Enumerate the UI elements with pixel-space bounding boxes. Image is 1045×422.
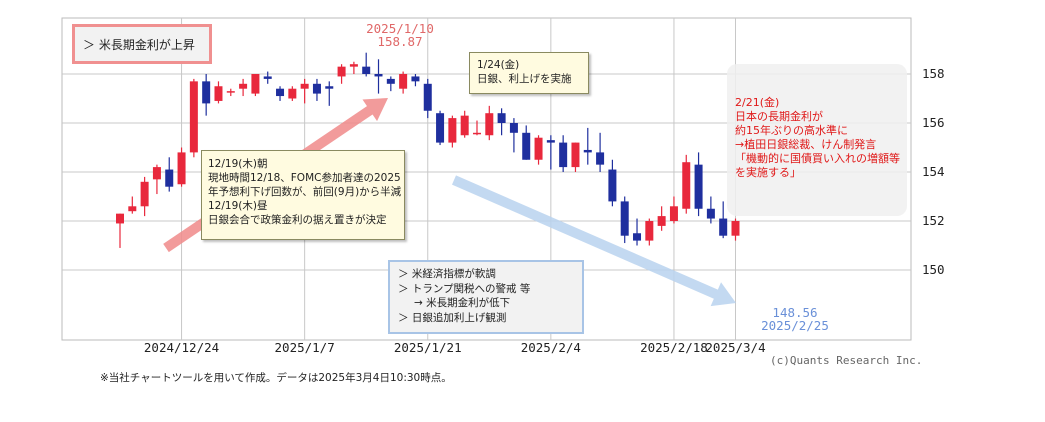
callout-line: 現地時間12/18、FOMC参加者達の2025 [208,172,401,184]
candle-body [669,206,678,221]
candle-body [152,167,161,180]
candle-body [546,140,555,143]
candle-body [682,162,691,209]
candle-body [165,169,174,187]
candle-body [116,213,124,224]
x-axis: 2024/12/24 2025/1/7 2025/1/21 2025/2/4 2025/… [144,340,766,355]
candle-body [719,218,728,236]
note-line: 「機動的に国債買い入れの増額等 [735,152,900,165]
y-tick-label: 158 [922,66,945,81]
candle-body [694,164,703,209]
low-date-label: 2025/2/25 [761,318,829,333]
candle-body [337,66,346,77]
candle-body [620,201,629,236]
note-line: 約15年ぶりの高水準に [735,124,848,137]
candle-body [312,83,321,94]
candle-body [423,83,432,111]
candle-body [288,88,297,99]
candle-body [300,83,309,89]
low-value-label: 148.56 [772,305,817,320]
candle-body [706,208,715,219]
candle-body [608,169,617,202]
candle-body [325,86,334,89]
note-line: を実施する」 [735,166,801,179]
copyright: (c)Quants Research Inc. [770,354,923,367]
candle-body [128,206,137,212]
candle-body [349,64,358,67]
y-tick-label: 152 [922,213,945,228]
candle-body [399,74,408,89]
x-tick-label: 2025/2/4 [521,340,581,355]
candle-body [497,113,506,123]
candle-body [251,74,260,94]
candle-body [596,152,605,165]
rate-rise-text: ＞ 米長期金利が上昇 [83,37,195,52]
candle-body [485,113,494,136]
candle-body [571,142,580,168]
callout-line: 1/24(金) [477,59,520,71]
candle-body [645,221,654,241]
callout-line: 12/19(木)朝 [208,158,268,170]
y-tick-label: 156 [922,115,945,130]
candles [116,52,740,248]
candle-body [411,76,420,82]
x-tick-label: 2025/1/7 [275,340,335,355]
x-tick-label: 2025/3/4 [705,340,765,355]
candle-body [633,233,642,241]
factor-line: ＞ 日銀追加利上げ観測 [398,311,507,324]
candle-body [386,78,395,84]
y-tick-label: 150 [922,262,945,277]
factor-line: ＞ トランプ関税への警戒 等 [398,282,531,295]
callout-line: 12/19(木)昼 [208,200,268,212]
candle-body [177,152,186,185]
factor-line: → 米長期金利が低下 [414,297,511,309]
candle-body [559,142,568,168]
note-line: 日本の長期金利が [735,110,823,123]
candle-body [534,137,543,160]
candle-body [731,221,740,236]
x-tick-label: 2024/12/24 [144,340,219,355]
note-line: 2/21(金) [735,96,780,109]
down-trend-arrow [452,175,736,307]
candle-body [202,81,211,104]
rate-rise-box: ＞ 米長期金利が上昇 [72,24,212,64]
high-date-label: 2025/1/10 [366,21,434,36]
candle-body [276,88,285,97]
candle-body [263,76,272,79]
candle-body [657,216,666,226]
boj-hike-callout: 1/24(金) 日銀、利上げを実施 [469,52,589,94]
note-line: →植田日銀総裁、けん制発言 [735,138,877,151]
candle-body [239,83,248,89]
candle-body [522,132,531,160]
y-tick-label: 154 [922,164,945,179]
candle-body [226,91,235,93]
x-tick-label: 2025/2/18 [640,340,708,355]
extreme-labels: 2025/1/10 158.87 148.56 2025/2/25 [366,21,829,333]
candle-body [448,118,457,143]
candle-body [214,86,223,101]
candle-body [472,132,481,135]
candle-body [509,123,518,133]
x-tick-label: 2025/1/21 [394,340,462,355]
callout-line: 日銀、利上げを実施 [477,73,572,85]
candle-body [583,149,592,153]
high-value-label: 158.87 [377,34,422,49]
y-axis: 150 152 154 156 158 [922,66,945,277]
candle-body [374,74,383,77]
candle-body [460,115,469,136]
candle-body [362,66,371,74]
candle-body [140,181,149,207]
jgb-yield-note: 2/21(金) 日本の長期金利が 約15年ぶりの高水準に →植田日銀総裁、けん制… [727,64,907,216]
callout-line: 日銀会合で政策金利の据え置きが決定 [208,214,387,226]
candle-body [189,81,198,153]
callout-line: 年予想利下げ回数が、前回(9月)から半減 [208,186,402,198]
factor-line: ＞ 米経済指標が軟調 [398,268,496,280]
fomc-callout: 12/19(木)朝 現地時間12/18、FOMC参加者達の2025 年予想利下げ… [201,150,405,240]
us-factors-box: ＞ 米経済指標が軟調 ＞ トランプ関税への警戒 等 → 米長期金利が低下 ＞ 日… [388,260,584,334]
candle-body [436,113,445,143]
footnote: ※当社チャートツールを用いて作成。データは2025年3月4日10:30時点。 [100,372,452,384]
